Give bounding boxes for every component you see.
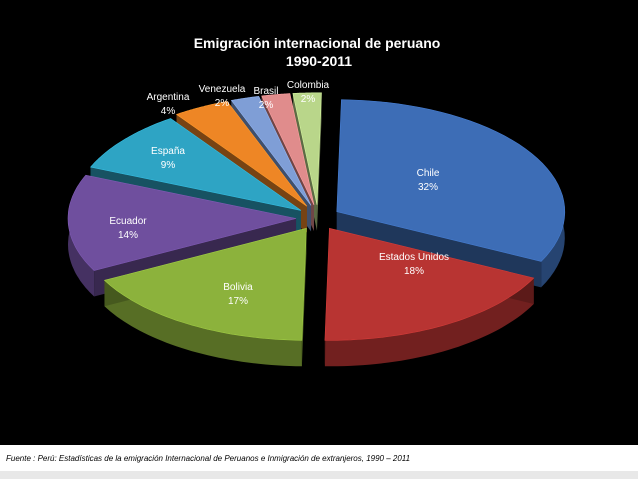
source-note: Fuente : Perú: Estadísticas de la emigra… — [6, 454, 411, 463]
slice-side-bolivia — [104, 280, 302, 367]
slice-label-argentina: Argentina — [147, 92, 190, 103]
slice-labels: Chile 32% Estados Unidos 18% Bolivia 17% Ecuad… — [109, 80, 449, 307]
slice-argentina — [175, 101, 308, 207]
slice-label-españa: España — [151, 146, 185, 157]
slice-label-brasil: Brasil — [253, 86, 278, 97]
chart-panel: Emigración internacional de peruano 1990… — [0, 0, 638, 445]
slice-label-ecuador: Ecuador — [109, 216, 147, 227]
slice-label-venezuela: Venezuela — [199, 84, 246, 95]
slice-colombia — [292, 92, 322, 205]
chart-title: Emigración internacional de peruano — [194, 35, 441, 51]
slice-estados-unidos — [324, 227, 535, 341]
slice-value-bolivia: 17% — [228, 296, 248, 307]
slice-chile — [336, 99, 566, 262]
slice-value-estados-unidos: 18% — [404, 266, 424, 277]
slice-value-chile: 32% — [418, 182, 438, 193]
slice-value-argentina: 4% — [161, 106, 176, 117]
slice-side-estados-unidos — [324, 278, 534, 367]
pie-chart: Emigración internacional de peruano 1990… — [67, 35, 566, 367]
slice-tops — [67, 92, 566, 341]
slice-brasil — [261, 93, 315, 206]
slice-bolivia — [103, 227, 307, 341]
slice-value-colombia: 2% — [301, 94, 316, 105]
slice-value-venezuela: 2% — [215, 98, 230, 109]
slice-venezuela — [230, 96, 312, 206]
slice-value-brasil: 2% — [259, 100, 274, 111]
slice-españa — [90, 118, 302, 211]
slice-ecuador — [67, 174, 297, 271]
slice-label-colombia: Colombia — [287, 80, 330, 91]
slice-value-españa: 9% — [161, 160, 176, 171]
slice-label-chile: Chile — [417, 168, 440, 179]
bottom-strip — [0, 471, 638, 479]
slice-label-bolivia: Bolivia — [223, 282, 253, 293]
slice-value-ecuador: 14% — [118, 230, 138, 241]
chart-subtitle: 1990-2011 — [286, 53, 352, 69]
slice-label-estados-unidos: Estados Unidos — [379, 252, 449, 263]
